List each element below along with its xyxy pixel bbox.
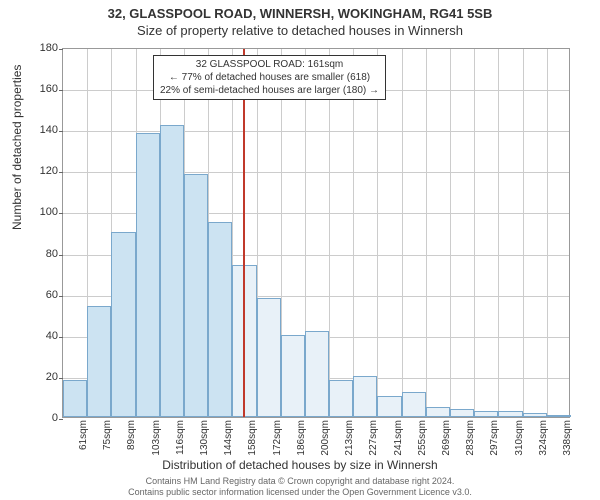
y-tick-label: 80 bbox=[22, 248, 58, 260]
histogram-bar bbox=[305, 331, 329, 417]
gridline-v bbox=[353, 49, 354, 417]
y-tick-mark bbox=[59, 213, 63, 214]
histogram-bar bbox=[136, 133, 160, 417]
x-tick-label: 297sqm bbox=[489, 420, 500, 456]
x-tick-label: 116sqm bbox=[175, 420, 186, 455]
y-tick-mark bbox=[59, 255, 63, 256]
histogram-bar bbox=[523, 413, 547, 417]
histogram-bar bbox=[353, 376, 377, 417]
histogram-bar bbox=[63, 380, 87, 417]
histogram-bar bbox=[281, 335, 305, 417]
page-title-address: 32, GLASSPOOL ROAD, WINNERSH, WOKINGHAM,… bbox=[0, 6, 600, 21]
histogram-bar bbox=[547, 415, 571, 417]
annotation-line1: 32 GLASSPOOL ROAD: 161sqm bbox=[160, 58, 379, 71]
footer-line1: Contains HM Land Registry data © Crown c… bbox=[0, 476, 600, 487]
histogram-bar bbox=[184, 174, 208, 417]
x-tick-label: 130sqm bbox=[199, 420, 210, 456]
gridline-h bbox=[63, 131, 569, 132]
y-tick-label: 100 bbox=[22, 206, 58, 218]
footer-attribution: Contains HM Land Registry data © Crown c… bbox=[0, 476, 600, 498]
gridline-v bbox=[377, 49, 378, 417]
y-tick-mark bbox=[59, 90, 63, 91]
gridline-v bbox=[498, 49, 499, 417]
histogram-bar bbox=[426, 407, 450, 417]
histogram-bar bbox=[377, 396, 401, 417]
x-tick-label: 75sqm bbox=[102, 420, 113, 450]
y-tick-label: 60 bbox=[22, 289, 58, 301]
x-tick-label: 89sqm bbox=[126, 420, 137, 450]
x-tick-label: 310sqm bbox=[514, 420, 525, 456]
annotation-box: 32 GLASSPOOL ROAD: 161sqm← 77% of detach… bbox=[153, 55, 386, 100]
y-tick-label: 180 bbox=[22, 42, 58, 54]
histogram-bar bbox=[498, 411, 522, 417]
histogram-bar bbox=[474, 411, 498, 417]
annotation-line3: 22% of semi-detached houses are larger (… bbox=[160, 84, 379, 97]
gridline-v bbox=[426, 49, 427, 417]
x-tick-label: 324sqm bbox=[538, 420, 549, 456]
gridline-v bbox=[402, 49, 403, 417]
x-tick-label: 283sqm bbox=[465, 420, 476, 456]
x-tick-label: 172sqm bbox=[272, 420, 283, 456]
y-tick-label: 40 bbox=[22, 330, 58, 342]
y-tick-label: 160 bbox=[22, 83, 58, 95]
histogram-bar bbox=[111, 232, 135, 417]
y-tick-label: 120 bbox=[22, 165, 58, 177]
y-tick-mark bbox=[59, 131, 63, 132]
histogram-bar bbox=[450, 409, 474, 417]
x-tick-label: 338sqm bbox=[562, 420, 573, 456]
reference-line bbox=[243, 49, 245, 417]
y-tick-mark bbox=[59, 296, 63, 297]
y-tick-mark bbox=[59, 172, 63, 173]
x-tick-label: 255sqm bbox=[417, 420, 428, 456]
annotation-line2: ← 77% of detached houses are smaller (61… bbox=[160, 71, 379, 84]
gridline-v bbox=[329, 49, 330, 417]
y-tick-label: 0 bbox=[22, 412, 58, 424]
y-tick-mark bbox=[59, 419, 63, 420]
x-tick-label: 61sqm bbox=[78, 420, 89, 450]
gridline-v bbox=[474, 49, 475, 417]
x-tick-label: 103sqm bbox=[151, 420, 162, 456]
x-tick-label: 227sqm bbox=[368, 420, 379, 456]
x-tick-label: 269sqm bbox=[441, 420, 452, 456]
x-axis-label: Distribution of detached houses by size … bbox=[0, 458, 600, 472]
gridline-v bbox=[450, 49, 451, 417]
y-tick-label: 20 bbox=[22, 371, 58, 383]
x-tick-label: 241sqm bbox=[393, 420, 404, 456]
x-tick-label: 186sqm bbox=[296, 420, 307, 456]
gridline-v bbox=[523, 49, 524, 417]
x-tick-label: 200sqm bbox=[320, 420, 331, 456]
y-tick-mark bbox=[59, 49, 63, 50]
x-tick-label: 158sqm bbox=[247, 420, 258, 456]
footer-line2: Contains public sector information licen… bbox=[0, 487, 600, 498]
histogram-bar bbox=[257, 298, 281, 417]
histogram-chart: 32 GLASSPOOL ROAD: 161sqm← 77% of detach… bbox=[62, 48, 570, 418]
histogram-bar bbox=[208, 222, 232, 417]
histogram-bar bbox=[87, 306, 111, 417]
y-tick-mark bbox=[59, 378, 63, 379]
y-tick-mark bbox=[59, 337, 63, 338]
page-subtitle: Size of property relative to detached ho… bbox=[0, 23, 600, 38]
histogram-bar bbox=[402, 392, 426, 417]
x-tick-label: 144sqm bbox=[223, 420, 234, 456]
y-tick-label: 140 bbox=[22, 124, 58, 136]
histogram-bar bbox=[329, 380, 353, 417]
x-tick-label: 213sqm bbox=[344, 420, 355, 456]
gridline-v bbox=[547, 49, 548, 417]
histogram-bar bbox=[160, 125, 184, 417]
